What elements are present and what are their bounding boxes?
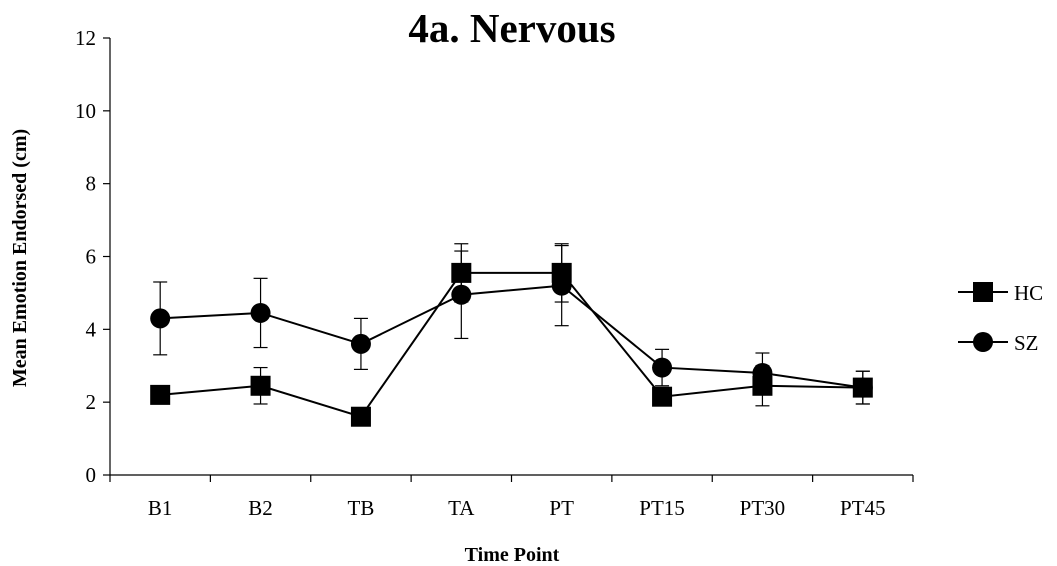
x-tick-label: B1 xyxy=(148,496,173,520)
x-tick-label: TA xyxy=(448,496,475,520)
series-sz xyxy=(150,244,873,405)
series-layer xyxy=(150,243,873,427)
x-tick-label: TB xyxy=(348,496,375,520)
y-tick-label: 10 xyxy=(75,99,96,123)
y-tick-label: 8 xyxy=(86,172,97,196)
data-point-sz xyxy=(752,363,773,384)
legend: HC SZ xyxy=(958,281,1043,355)
y-tick-label: 2 xyxy=(86,390,97,414)
x-axis-ticks: B1 B2 TB TA PT PT15 PT30 PT45 xyxy=(109,475,914,520)
y-tick-label: 12 xyxy=(75,26,96,50)
x-tick-label: PT xyxy=(549,496,574,520)
data-point-hc xyxy=(350,406,371,427)
data-point-hc xyxy=(652,386,673,407)
data-point-hc xyxy=(150,384,171,405)
x-tick-label: B2 xyxy=(248,496,273,520)
y-axis-title: Mean Emotion Endorsed (cm) xyxy=(9,129,31,387)
x-tick-label: PT15 xyxy=(639,496,685,520)
data-point-sz xyxy=(852,377,873,398)
data-point-sz xyxy=(150,308,171,329)
series-line-hc xyxy=(160,271,863,418)
y-tick-label: 4 xyxy=(86,317,97,341)
legend-marker-hc xyxy=(973,282,993,302)
data-point-sz xyxy=(551,275,572,296)
data-point-sz xyxy=(250,302,271,323)
x-tick-label: PT30 xyxy=(740,496,786,520)
series-line-sz xyxy=(160,284,863,389)
x-axis-title: Time Point xyxy=(465,544,560,566)
legend-label-sz: SZ xyxy=(1014,331,1039,355)
x-tick-label: PT45 xyxy=(840,496,886,520)
series-hc xyxy=(150,243,873,427)
y-tick-label: 6 xyxy=(86,245,97,269)
y-tick-label: 0 xyxy=(86,463,97,487)
y-axis-ticks: 0 2 4 6 8 10 12 xyxy=(75,26,110,487)
data-point-hc xyxy=(250,375,271,396)
data-point-sz xyxy=(652,357,673,378)
data-point-sz xyxy=(350,333,371,354)
chart-title: 4a. Nervous xyxy=(408,5,615,51)
legend-label-hc: HC xyxy=(1014,281,1043,305)
legend-marker-sz xyxy=(973,332,993,352)
data-point-sz xyxy=(451,284,472,305)
